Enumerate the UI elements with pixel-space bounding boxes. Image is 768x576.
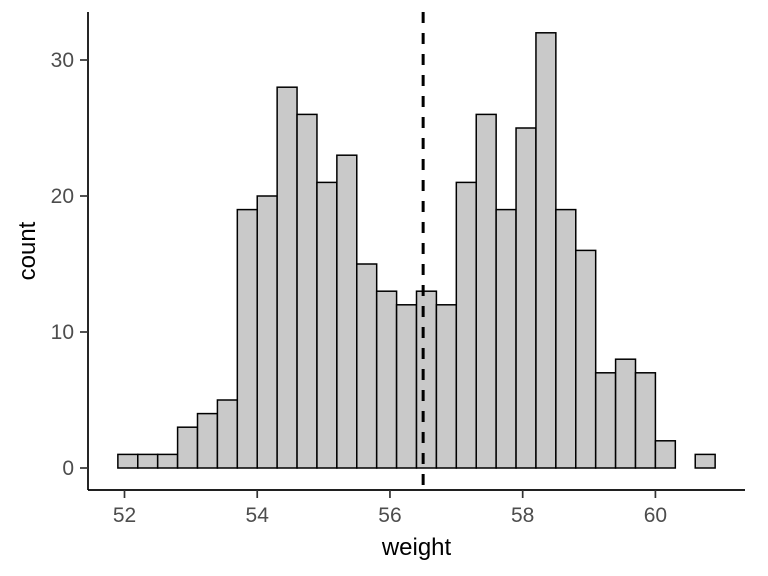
histogram-bar xyxy=(216,399,239,469)
histogram-bar xyxy=(117,453,139,469)
histogram-bar xyxy=(475,113,497,469)
histogram-bar xyxy=(555,208,577,469)
x-tick-label: 56 xyxy=(378,504,401,527)
histogram-bar xyxy=(196,412,219,469)
histogram-bar xyxy=(256,195,278,469)
histogram-bar xyxy=(137,453,159,469)
histogram-bar xyxy=(395,304,418,469)
histogram-bar xyxy=(694,453,716,469)
x-tick-label: 54 xyxy=(246,504,270,527)
histogram-bar xyxy=(614,358,637,469)
y-tick-label: 20 xyxy=(51,185,74,208)
histogram-bar xyxy=(634,372,657,469)
x-axis-title: weight xyxy=(381,534,452,561)
histogram-bar xyxy=(575,249,597,469)
histogram-bar xyxy=(375,290,398,469)
x-tick-label: 60 xyxy=(644,504,667,527)
histogram-bar xyxy=(356,263,378,469)
y-tick-label: 10 xyxy=(51,321,74,344)
histogram-bar xyxy=(316,181,338,469)
histogram-bar xyxy=(455,181,477,469)
histogram-bar xyxy=(435,304,458,469)
histogram-bar xyxy=(156,453,179,469)
histogram-bar xyxy=(276,86,298,469)
histogram-bar xyxy=(594,372,617,469)
y-tick-label: 0 xyxy=(62,457,74,480)
histogram-bar xyxy=(236,208,258,469)
x-tick-label: 52 xyxy=(113,504,136,527)
histogram-bar xyxy=(535,32,557,469)
histogram-bar xyxy=(495,208,517,469)
histogram-bar xyxy=(296,113,318,469)
y-axis-title: count xyxy=(14,221,41,281)
histogram-bar xyxy=(336,154,358,469)
histogram-bar xyxy=(415,290,438,469)
histogram-bar xyxy=(515,127,537,469)
histogram-bar xyxy=(176,426,199,469)
y-tick-label: 30 xyxy=(51,49,74,72)
histogram-bar xyxy=(654,440,677,469)
x-tick-label: 58 xyxy=(511,504,534,527)
